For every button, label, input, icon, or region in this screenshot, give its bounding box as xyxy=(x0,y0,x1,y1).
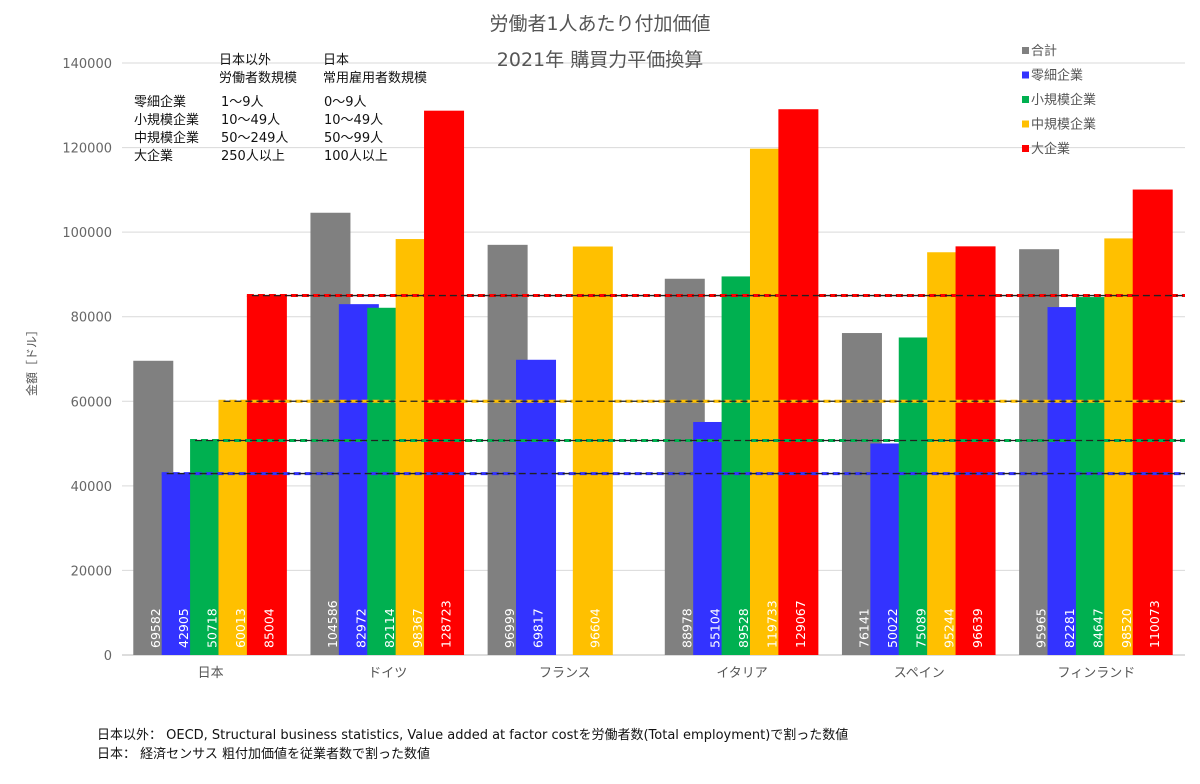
data-label: 89528 xyxy=(736,608,751,648)
data-label: 96604 xyxy=(587,608,602,648)
data-label: 69582 xyxy=(148,608,163,648)
header-line: 日本 xyxy=(323,53,350,68)
data-label: 42905 xyxy=(176,608,191,648)
source-note-2: 日本： 経済センサス 粗付加価値を従業者数で割った数値 xyxy=(97,747,431,762)
y-tick-label: 0 xyxy=(104,649,112,664)
cell: 50～249人 xyxy=(221,131,289,146)
header-line: 日本以外 xyxy=(219,53,272,68)
data-label: 82972 xyxy=(353,608,368,648)
data-label: 50022 xyxy=(885,608,900,648)
legend-swatch xyxy=(1022,120,1029,128)
legend-swatch xyxy=(1022,47,1029,54)
data-label: 128723 xyxy=(439,600,454,648)
legend-swatch xyxy=(1022,71,1029,79)
cell: 250人以上 xyxy=(221,149,285,164)
data-label: 82114 xyxy=(382,608,397,648)
data-label: 98520 xyxy=(1119,608,1134,648)
bar-大企業-ドイツ xyxy=(424,110,465,655)
y-tick-label: 80000 xyxy=(71,311,112,326)
y-tick-label: 40000 xyxy=(71,480,112,495)
cell: 50～99人 xyxy=(324,131,384,146)
cell: 100人以上 xyxy=(324,149,388,164)
y-tick-label: 20000 xyxy=(71,564,112,579)
data-label: 104586 xyxy=(325,600,340,648)
x-tick-label: イタリア xyxy=(716,666,767,681)
cell: 10～49人 xyxy=(221,113,281,128)
size-table-col2: 1～9人 10～49人 50～249人 250人以上 xyxy=(221,94,288,166)
data-label: 96639 xyxy=(970,608,985,648)
bar-大企業-イタリア xyxy=(778,109,819,656)
size-table-col1: 零細企業 小規模企業 中規模企業 大企業 xyxy=(134,94,199,166)
legend-entry: 中規模企業 xyxy=(1031,117,1096,133)
bar-零細企業-フランス xyxy=(516,359,557,655)
size-table-col3: 0～9人 10～49人 50～99人 100人以上 xyxy=(324,94,388,166)
data-label: 95244 xyxy=(942,608,957,648)
x-tick-label: ドイツ xyxy=(368,666,407,681)
header-line: 労働者数規模 xyxy=(219,71,298,86)
row-label: 零細企業 xyxy=(134,95,187,110)
source-note-1: 日本以外： OECD, Structural business statisti… xyxy=(97,728,849,743)
data-label: 95965 xyxy=(1034,608,1049,648)
bar-大企業-日本 xyxy=(246,295,287,655)
bar-大企業-フィンランド xyxy=(1132,189,1173,655)
x-tick-label: フィンランド xyxy=(1058,666,1136,681)
y-tick-label: 100000 xyxy=(62,226,112,241)
row-label: 大企業 xyxy=(134,149,174,164)
data-label: 98367 xyxy=(410,608,425,648)
legend-entry: 小規模企業 xyxy=(1031,92,1096,108)
data-label: 82281 xyxy=(1062,608,1077,648)
data-label: 60013 xyxy=(233,608,248,648)
data-label: 88978 xyxy=(679,608,694,648)
cell: 0～9人 xyxy=(324,95,367,110)
x-tick-label: 日本 xyxy=(198,666,224,681)
legend-swatch xyxy=(1022,96,1029,103)
data-label: 110073 xyxy=(1147,600,1162,648)
chart-title-line1: 労働者1人あたり付加価値 xyxy=(489,13,710,35)
header-line: 常用雇用者数規模 xyxy=(323,71,428,86)
data-label: 119733 xyxy=(764,600,779,648)
data-label: 85004 xyxy=(261,608,276,648)
y-axis-label: 金額［ドル］ xyxy=(24,324,39,396)
row-label: 中規模企業 xyxy=(134,131,200,146)
data-label: 84647 xyxy=(1090,608,1105,648)
data-label: 129067 xyxy=(793,600,808,648)
data-label: 75089 xyxy=(913,608,928,648)
data-label: 50718 xyxy=(205,608,220,648)
table-header-japan: 日本 常用雇用者数規模 xyxy=(323,52,427,88)
legend-entry: 大企業 xyxy=(1031,141,1070,157)
x-tick-label: スペイン xyxy=(894,666,945,681)
y-tick-label: 140000 xyxy=(62,57,112,72)
chart-title-line2: 2021年 購買力平価換算 xyxy=(497,49,703,71)
data-label: 69817 xyxy=(531,608,546,648)
table-header-non-japan: 日本以外 労働者数規模 xyxy=(219,52,297,88)
legend-swatch xyxy=(1022,145,1029,152)
y-tick-label: 120000 xyxy=(62,142,112,157)
x-tick-label: フランス xyxy=(539,666,591,681)
data-label: 55104 xyxy=(708,608,723,648)
cell: 10～49人 xyxy=(324,113,384,128)
bar-大企業-スペイン xyxy=(955,246,996,655)
row-label: 小規模企業 xyxy=(134,113,200,128)
data-label: 96999 xyxy=(502,608,517,648)
legend-entry: 合計 xyxy=(1031,43,1057,59)
data-label: 76141 xyxy=(856,608,871,648)
y-tick-label: 60000 xyxy=(71,395,112,410)
legend-entry: 零細企業 xyxy=(1031,68,1083,84)
cell: 1～9人 xyxy=(221,95,264,110)
bar-中規模企業-フランス xyxy=(572,246,613,655)
